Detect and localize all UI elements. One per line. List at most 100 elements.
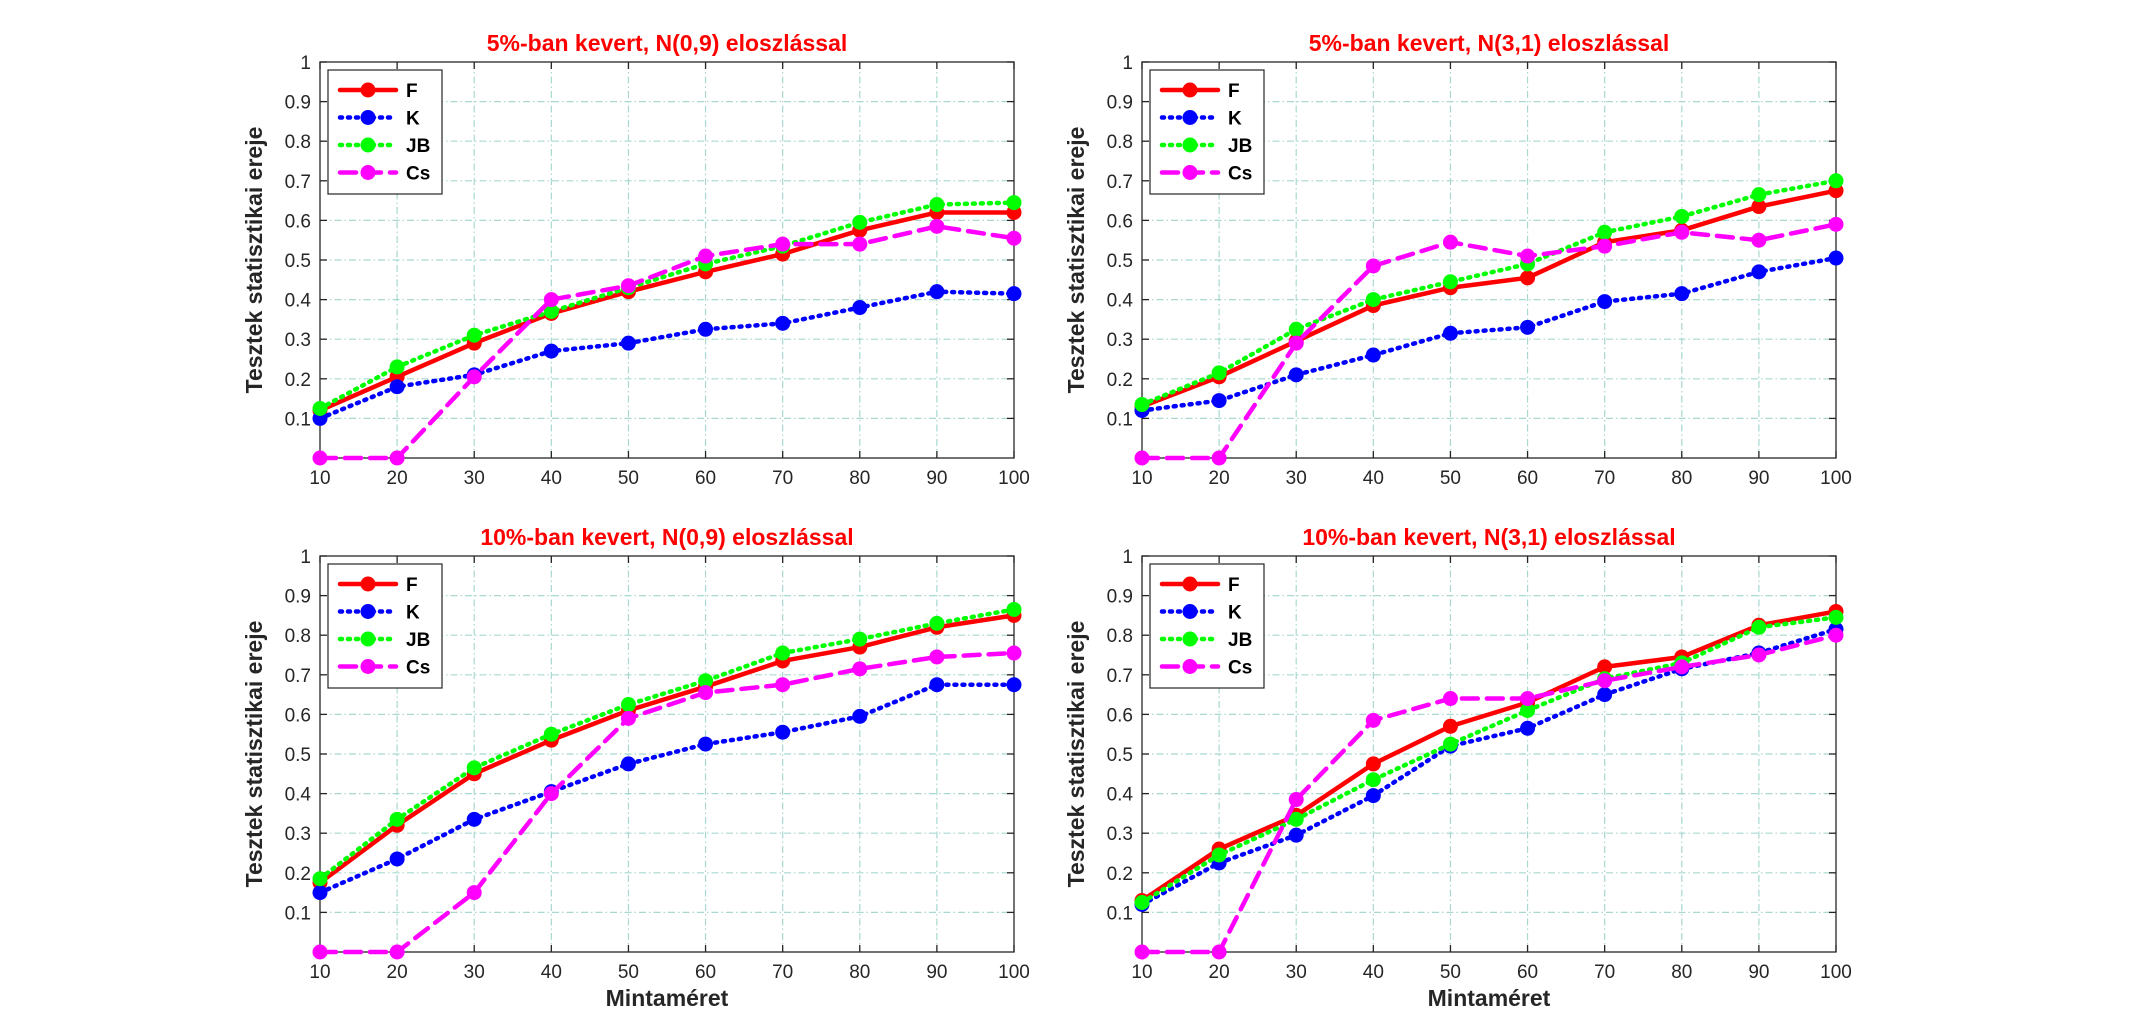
y-tick-label-0-3-top-right: 0.3	[1107, 330, 1133, 351]
point-jb-x80-top-right	[1674, 208, 1690, 224]
point-jb-x100-bottom-right	[1828, 609, 1844, 625]
y-tick-label-1-top-left: 1	[300, 53, 311, 74]
point-cs-x30-bottom-left	[466, 885, 482, 901]
legend-marker-jb-top-right	[1182, 137, 1198, 153]
x-tick-label-50-bottom-left: 50	[618, 962, 639, 983]
point-f-x90-top-right	[1751, 199, 1767, 215]
point-k-x40-top-left	[543, 343, 559, 359]
y-tick-label-0-2-bottom-left: 0.2	[285, 864, 311, 885]
point-cs-x10-top-left	[312, 450, 328, 466]
legend-label-k-bottom-right: K	[1228, 603, 1242, 624]
point-cs-x50-bottom-right	[1442, 691, 1458, 707]
point-cs-x80-top-right	[1674, 224, 1690, 240]
point-cs-x60-bottom-right	[1520, 691, 1536, 707]
series-line-f-bottom-left	[317, 613, 1017, 885]
point-jb-x20-top-right	[1211, 365, 1227, 381]
legend-top-right: FK JB Cs	[1149, 69, 1265, 195]
point-cs-x70-top-right	[1597, 238, 1613, 254]
x-tick-label-50-bottom-right: 50	[1440, 962, 1461, 983]
x-axis-label-bottom-left: Mintaméret	[606, 985, 729, 1011]
y-tick-label-0-5-bottom-left: 0.5	[285, 745, 311, 766]
legend-label-k-top-left: K	[406, 109, 420, 130]
legend-label-cs-top-left: Cs	[406, 164, 430, 185]
x-tick-label-100-bottom-left: 100	[998, 962, 1030, 983]
point-jb-x50-bottom-left	[620, 697, 636, 712]
point-cs-x40-top-right	[1365, 258, 1381, 274]
legend-marker-cs-bottom-right	[1182, 659, 1198, 674]
y-tick-label-0-4-bottom-right: 0.4	[1107, 785, 1134, 806]
y-tick-label-0-9-bottom-left: 0.9	[285, 587, 311, 608]
point-jb-x70-top-right	[1597, 224, 1613, 240]
series-line-jb-bottom-left	[317, 607, 1017, 881]
legend-label-jb-top-right: JB	[1228, 136, 1252, 157]
y-tick-label-0-2-top-left: 0.2	[285, 370, 311, 391]
point-k-x30-top-right	[1288, 367, 1304, 383]
point-cs-x20-top-right	[1211, 450, 1227, 466]
y-tick-label-0-6-top-left: 0.6	[285, 211, 311, 232]
point-k-x20-bottom-left	[389, 851, 405, 867]
series-line-jb-bottom-right	[1139, 615, 1839, 905]
y-axis-label-top-right: Tesztek statisztikai ereje	[1063, 127, 1089, 394]
point-jb-x30-bottom-left	[466, 760, 482, 776]
x-tick-label-80-top-right: 80	[1671, 468, 1692, 489]
point-k-x60-top-right	[1520, 319, 1536, 335]
point-cs-x50-top-left	[620, 278, 636, 294]
point-k-x90-top-right	[1751, 264, 1767, 280]
x-tick-label-70-bottom-right: 70	[1594, 962, 1615, 983]
x-tick-label-20-bottom-left: 20	[387, 962, 408, 983]
legend-marker-cs-bottom-left	[360, 659, 376, 674]
point-cs-x90-bottom-left	[929, 649, 945, 665]
point-k-x30-bottom-right	[1288, 827, 1304, 843]
x-tick-label-60-bottom-right: 60	[1517, 962, 1538, 983]
y-tick-label-0-7-top-left: 0.7	[285, 172, 311, 193]
y-tick-label-0-3-top-left: 0.3	[285, 330, 311, 351]
x-tick-label-100-top-left: 100	[998, 468, 1030, 489]
point-cs-x90-bottom-right	[1751, 647, 1767, 663]
y-tick-label-0-4-bottom-left: 0.4	[285, 785, 312, 806]
point-jb-x90-bottom-left	[929, 615, 945, 631]
legend-marker-cs-top-right	[1182, 165, 1198, 180]
legend-top-left: FK JB Cs	[327, 69, 443, 195]
x-tick-label-20-top-left: 20	[387, 468, 408, 489]
point-jb-x40-top-right	[1365, 292, 1381, 308]
y-tick-label-0-4-top-right: 0.4	[1107, 291, 1134, 312]
x-tick-label-80-bottom-right: 80	[1671, 962, 1692, 983]
x-tick-label-20-top-right: 20	[1209, 468, 1230, 489]
x-tick-label-10-bottom-right: 10	[1131, 962, 1152, 983]
x-tick-label-10-top-left: 10	[309, 468, 330, 489]
point-jb-x90-top-left	[929, 197, 945, 213]
series-line-jb-top-right	[1139, 178, 1839, 407]
point-k-x20-top-right	[1211, 393, 1227, 409]
legend-marker-jb-bottom-left	[360, 631, 376, 647]
legend-label-f-bottom-right: F	[1228, 575, 1240, 596]
legend-label-cs-bottom-right: Cs	[1228, 658, 1252, 679]
legend-marker-jb-top-left	[360, 137, 376, 153]
series-line-f-bottom-right	[1139, 609, 1839, 903]
x-tick-label-30-bottom-left: 30	[464, 962, 485, 983]
y-tick-label-0-1-top-left: 0.1	[285, 409, 311, 430]
x-tick-label-60-bottom-left: 60	[695, 962, 716, 983]
point-cs-x40-bottom-left	[543, 786, 559, 802]
point-k-x90-bottom-left	[929, 677, 945, 693]
point-cs-x70-bottom-left	[775, 677, 791, 693]
point-cs-x60-bottom-left	[698, 685, 714, 701]
point-cs-x40-top-left	[543, 292, 559, 308]
y-axis-label-bottom-right: Tesztek statisztikai ereje	[1063, 621, 1089, 888]
point-jb-x30-top-right	[1288, 321, 1304, 337]
x-tick-label-70-top-right: 70	[1594, 468, 1615, 489]
point-cs-x10-top-right	[1134, 450, 1150, 466]
point-k-x80-bottom-left	[852, 708, 868, 724]
point-k-x50-top-left	[620, 335, 636, 351]
legend-marker-f-top-right	[1182, 82, 1198, 98]
point-cs-x60-top-right	[1520, 248, 1536, 264]
y-tick-label-0-2-top-right: 0.2	[1107, 370, 1133, 391]
point-jb-x40-bottom-right	[1365, 772, 1381, 788]
point-jb-x70-bottom-left	[775, 645, 791, 661]
point-cs-x70-top-left	[775, 236, 791, 252]
x-tick-label-30-bottom-right: 30	[1286, 962, 1307, 983]
legend-marker-f-bottom-left	[360, 576, 376, 592]
point-jb-x90-top-right	[1751, 187, 1767, 203]
y-tick-label-0-7-bottom-left: 0.7	[285, 666, 311, 687]
y-tick-label-0-8-bottom-right: 0.8	[1107, 626, 1133, 647]
point-cs-x30-top-right	[1288, 335, 1304, 351]
